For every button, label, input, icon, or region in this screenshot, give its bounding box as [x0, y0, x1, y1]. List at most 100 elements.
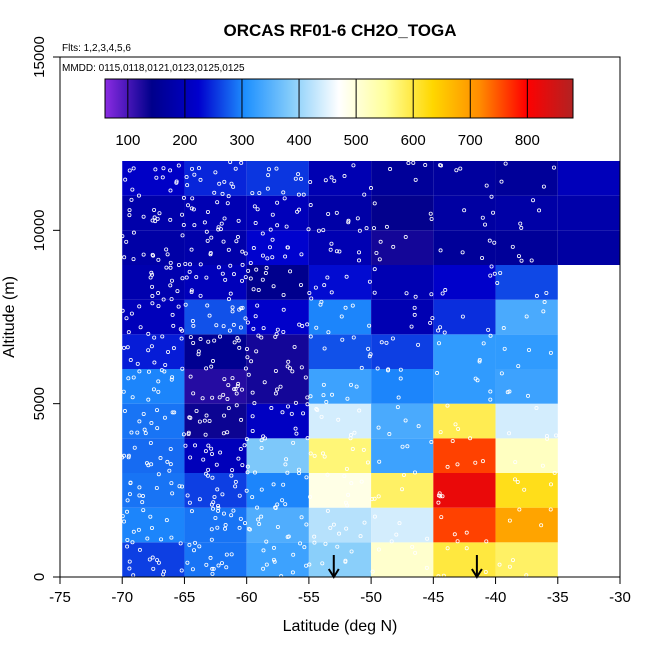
sample-point: [322, 283, 327, 288]
sample-point: [365, 460, 370, 465]
sample-point: [328, 525, 333, 530]
sample-point: [384, 224, 389, 229]
sample-point: [197, 497, 202, 502]
sample-point: [164, 265, 169, 270]
sample-point: [393, 0, 398, 2]
sample-point: [325, 472, 330, 477]
sample-point: [416, 424, 421, 429]
sample-point: [198, 0, 203, 2]
sample-point: [144, 0, 149, 2]
sample-point: [270, 212, 275, 217]
sample-point: [445, 464, 450, 469]
sample-point: [259, 335, 264, 340]
sample-point: [125, 345, 130, 350]
heatmap-cell: [495, 265, 558, 300]
plot-frame: [59, 56, 621, 578]
sample-point: [477, 357, 482, 362]
sample-point: [346, 218, 351, 223]
sample-point: [136, 527, 141, 532]
sample-point: [141, 411, 146, 416]
sample-point: [436, 574, 441, 579]
sample-point: [167, 0, 172, 2]
sample-point: [146, 397, 151, 402]
sample-point: [212, 494, 217, 499]
sample-point: [254, 349, 259, 354]
sample-point: [551, 165, 556, 170]
sample-point: [372, 267, 377, 272]
sample-point: [222, 413, 227, 418]
sample-point: [355, 216, 360, 221]
sample-point: [131, 375, 136, 380]
sample-point: [256, 0, 261, 2]
sample-point: [517, 507, 522, 512]
sample-point: [483, 569, 488, 574]
sample-point: [308, 334, 313, 339]
sample-point: [183, 443, 188, 448]
sample-point: [425, 536, 430, 541]
sample-point: [306, 227, 311, 232]
sample-point: [351, 163, 356, 168]
sample-point: [180, 328, 185, 333]
sample-point: [440, 494, 445, 499]
sample-point: [163, 0, 168, 2]
sample-point: [226, 0, 231, 2]
sample-point: [220, 271, 225, 276]
y-tick-label: 10000: [31, 209, 48, 251]
sample-point: [309, 296, 314, 301]
heatmap-cell: [246, 403, 309, 439]
sample-point: [291, 440, 296, 445]
sample-point: [499, 179, 504, 184]
x-tick-label: -75: [49, 589, 71, 606]
sample-point: [275, 327, 280, 332]
sample-point: [235, 235, 240, 240]
sample-point: [237, 525, 242, 530]
sample-point: [200, 396, 205, 401]
sample-point: [184, 275, 189, 280]
sample-point: [319, 414, 324, 419]
sample-point: [349, 549, 354, 554]
sample-point: [286, 534, 291, 539]
sample-point: [232, 387, 237, 392]
sample-point: [127, 208, 132, 213]
sample-point: [255, 207, 260, 212]
sample-point: [541, 184, 546, 189]
sample-point: [291, 0, 296, 2]
sample-point: [149, 525, 154, 530]
sample-point: [149, 421, 154, 426]
sample-point: [189, 509, 194, 514]
sample-point: [389, 0, 394, 2]
sample-point: [138, 325, 143, 330]
sample-point: [131, 230, 136, 235]
sample-point: [424, 565, 429, 570]
sample-point: [293, 176, 298, 181]
sample-point: [349, 481, 354, 486]
sample-point: [541, 309, 546, 314]
sample-point: [346, 492, 351, 497]
sample-point: [168, 462, 173, 467]
sample-point: [224, 552, 229, 557]
heatmap-cell: [308, 265, 372, 300]
heatmap-cell: [371, 161, 434, 196]
sample-point: [137, 485, 142, 490]
sample-point: [256, 287, 261, 292]
heatmap-cell: [495, 507, 558, 543]
sample-point: [188, 455, 193, 460]
sample-point: [213, 515, 218, 520]
sample-point: [287, 366, 292, 371]
sample-point: [233, 387, 238, 392]
sample-point: [332, 178, 337, 183]
sample-point: [194, 408, 199, 413]
x-tick-label: -55: [298, 589, 320, 606]
sample-point: [516, 254, 521, 259]
sample-point: [221, 324, 226, 329]
sample-point: [151, 0, 156, 2]
sample-point: [218, 334, 223, 339]
sample-point: [146, 348, 151, 353]
sample-point: [221, 0, 226, 2]
sample-point: [298, 282, 303, 287]
sample-point: [231, 0, 236, 2]
sample-point: [334, 249, 339, 254]
sample-point: [240, 278, 245, 283]
sample-point: [194, 275, 199, 280]
